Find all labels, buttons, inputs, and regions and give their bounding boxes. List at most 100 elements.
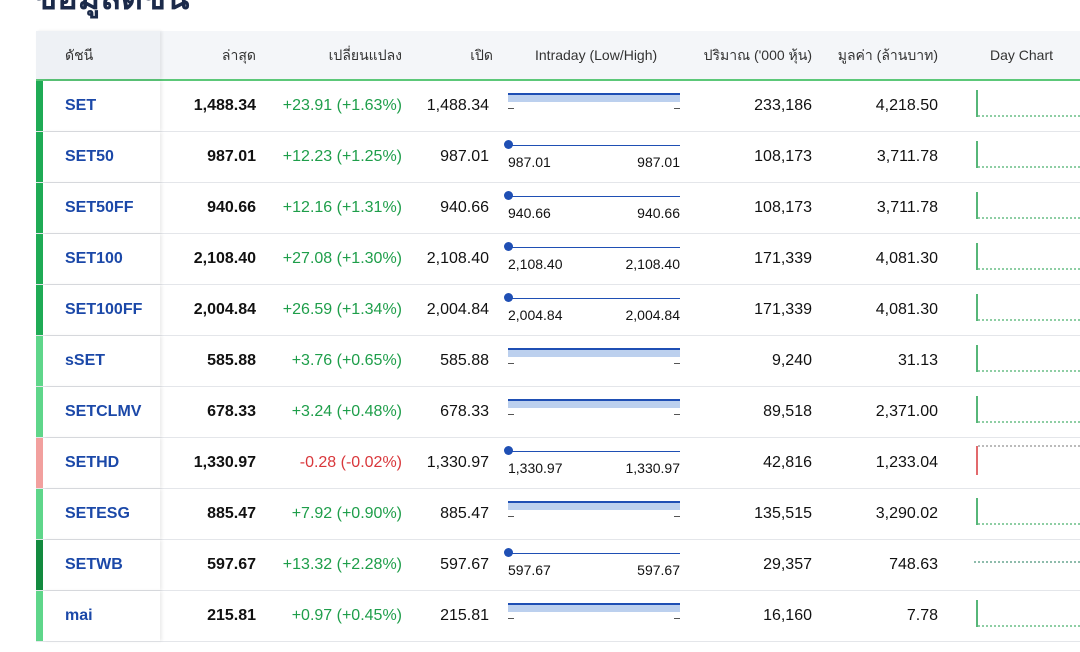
volume: 16,160 [763,607,812,624]
table-row[interactable]: SETESG 885.47 +7.92 (+0.90%) 885.47 135,515 3… [36,489,1080,540]
intraday-low: 987.01 [508,154,551,170]
intraday-low: 940.66 [508,205,551,221]
volume: 108,173 [754,199,812,216]
table-row[interactable]: SET50 987.01 +12.23 (+1.25%) 987.01 987.01 98… [36,132,1080,183]
header-open[interactable]: เปิด [470,47,493,63]
intraday-low: 2,004.84 [508,307,563,323]
current-price-dot [504,293,513,302]
value: 3,711.78 [876,199,938,216]
last-price: 2,108.40 [193,250,256,267]
intraday-high: 2,108.40 [625,256,681,272]
change-value: +3.76 (+0.65%) [291,352,402,369]
day-chart-sparkline [976,600,1080,627]
day-chart[interactable] [974,336,1080,386]
change-value: +0.97 (+0.45%) [291,607,402,624]
header-change[interactable]: เปลี่ยนแปลง [328,47,402,63]
table-row[interactable]: SET100 2,108.40 +27.08 (+1.30%) 2,108.40 2,1… [36,234,1080,285]
index-name-link[interactable]: SET100FF [65,301,143,318]
table-body: SET 1,488.34 +23.91 (+1.63%) 1,488.34 233,18… [36,81,1080,642]
intraday-range-line [508,553,680,554]
change-value: +7.92 (+0.90%) [291,505,402,522]
intraday-high: 597.67 [637,562,680,578]
intraday-range-bar [508,348,680,357]
header-value[interactable]: มูลค่า (ล้านบาท) [837,47,938,63]
change-value: +27.08 (+1.30%) [282,250,402,267]
index-name-link[interactable]: SETHD [65,454,120,471]
index-name-link[interactable]: mai [65,607,93,624]
value: 3,711.78 [876,148,938,165]
index-name-link[interactable]: SET50FF [65,199,134,216]
table-header: ดัชนี ล่าสุด เปลี่ยนแปลง เปิด Intraday (… [36,31,1080,81]
intraday-range [508,591,680,641]
change-value: +12.16 (+1.31%) [282,199,402,216]
day-chart[interactable] [974,132,1080,182]
index-name-link[interactable]: SETESG [65,505,130,522]
low-marker [508,618,514,619]
intraday-high: 1,330.97 [625,460,681,476]
open-price: 215.81 [440,607,489,624]
index-name-cell: SETHD [43,438,160,488]
index-name-link[interactable]: SET [65,97,97,114]
intraday-high: 987.01 [637,154,680,170]
day-chart[interactable] [974,489,1080,539]
index-table: ดัชนี ล่าสุด เปลี่ยนแปลง เปิด Intraday (… [36,31,1080,642]
open-price: 2,004.84 [426,301,489,318]
day-chart[interactable] [974,285,1080,335]
value: 31.13 [897,352,938,369]
open-price: 585.88 [440,352,489,369]
intraday-high: 2,004.84 [625,307,681,323]
day-chart[interactable] [974,234,1080,284]
index-name-cell: SET [43,81,160,131]
value: 7.78 [906,607,938,624]
index-name-link[interactable]: sSET [65,352,106,369]
day-chart-sparkline [976,192,1080,219]
intraday-range: 1,330.97 1,330.97 [504,438,681,488]
volume: 9,240 [771,352,812,369]
index-name-cell: SET100 [43,234,160,284]
intraday-low: 2,108.40 [508,256,563,272]
intraday-low: 597.67 [508,562,551,578]
header-index[interactable]: ดัชนี [65,47,94,63]
value: 4,218.50 [875,97,938,114]
intraday-range-bar [508,603,680,612]
last-price: 1,330.97 [193,454,256,471]
trend-indicator-bar [36,387,43,437]
index-name-cell: SET50FF [43,183,160,233]
value: 4,081.30 [875,301,938,318]
high-marker [674,516,680,517]
intraday-range: 2,004.84 2,004.84 [504,285,681,335]
open-price: 987.01 [440,148,489,165]
trend-indicator-bar [36,540,43,590]
day-chart-sparkline [974,561,1080,563]
index-name-link[interactable]: SETWB [65,556,123,573]
header-volume[interactable]: ปริมาณ ('000 หุ้น) [703,47,812,63]
day-chart[interactable] [974,438,1080,488]
day-chart[interactable] [974,81,1080,131]
intraday-range-bar [508,399,680,408]
index-name-cell: SET100FF [43,285,160,335]
table-row[interactable]: SETHD 1,330.97 -0.28 (-0.02%) 1,330.97 1,330… [36,438,1080,489]
day-chart-sparkline [976,498,1080,525]
table-row[interactable]: SETCLMV 678.33 +3.24 (+0.48%) 678.33 89,518 2… [36,387,1080,438]
last-price: 940.66 [207,199,256,216]
trend-indicator-bar [36,183,43,233]
last-price: 215.81 [207,607,256,624]
table-row[interactable]: sSET 585.88 +3.76 (+0.65%) 585.88 9,240 31.13 [36,336,1080,387]
trend-indicator-bar [36,81,43,131]
table-row[interactable]: SETWB 597.67 +13.32 (+2.28%) 597.67 597.67 59… [36,540,1080,591]
table-row[interactable]: SET50FF 940.66 +12.16 (+1.31%) 940.66 940.66… [36,183,1080,234]
index-name-link[interactable]: SET100 [65,250,123,267]
table-row[interactable]: SET 1,488.34 +23.91 (+1.63%) 1,488.34 233,18… [36,81,1080,132]
table-row[interactable]: SET100FF 2,004.84 +26.59 (+1.34%) 2,004.84 2… [36,285,1080,336]
header-last[interactable]: ล่าสุด [221,47,256,63]
day-chart[interactable] [974,540,1080,590]
day-chart[interactable] [974,183,1080,233]
index-name-link[interactable]: SET50 [65,148,114,165]
index-name-cell: sSET [43,336,160,386]
current-price-dot [504,242,513,251]
table-row[interactable]: mai 215.81 +0.97 (+0.45%) 215.81 16,160 7.78 [36,591,1080,642]
index-name-cell: SETESG [43,489,160,539]
day-chart[interactable] [974,591,1080,641]
index-name-link[interactable]: SETCLMV [65,403,142,420]
day-chart[interactable] [974,387,1080,437]
